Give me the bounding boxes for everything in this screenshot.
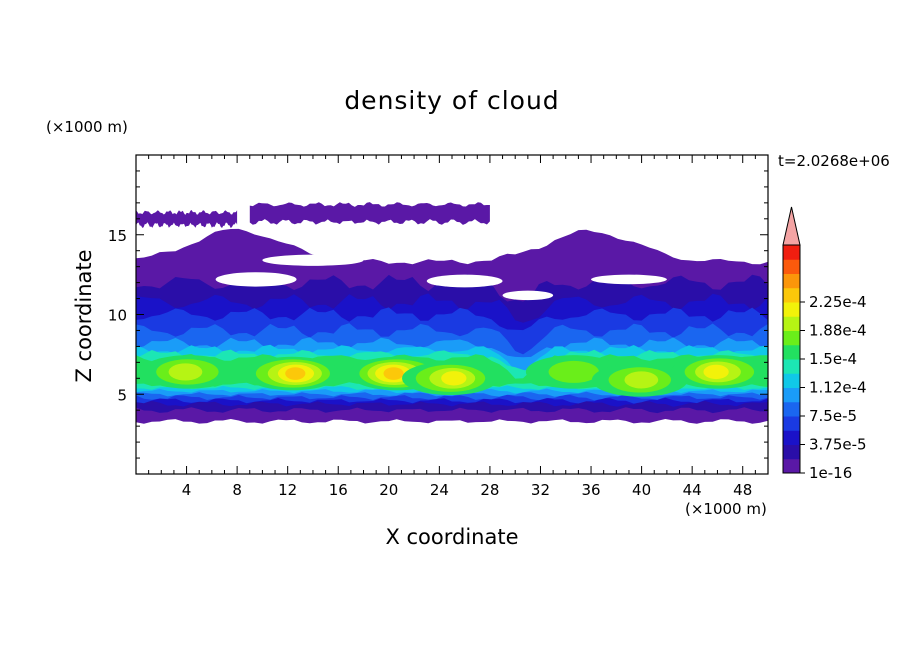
colorbar-segment <box>783 401 800 417</box>
colorbar-segment <box>783 259 800 274</box>
y-tick-label: 5 <box>117 386 127 404</box>
y-axis-label: Z coordinate <box>72 249 96 383</box>
colorbar-segment <box>783 316 800 331</box>
colorbar-label: 1e-16 <box>809 464 852 482</box>
clear-gap <box>591 274 667 285</box>
y-tick-label: 10 <box>108 307 127 325</box>
colorbar-segment <box>783 458 800 474</box>
colorbar-segment <box>783 302 800 317</box>
colorbar-segment <box>783 245 800 260</box>
density-core <box>548 360 599 383</box>
colorbar-overflow <box>782 206 801 246</box>
x-axis-label: X coordinate <box>385 525 519 549</box>
colorbar-label: 1.5e-4 <box>809 350 857 368</box>
x-tick-label: 4 <box>182 481 192 499</box>
colorbar-segment <box>783 444 800 460</box>
x-tick-label: 16 <box>329 481 348 499</box>
cloud-region <box>136 210 238 229</box>
chart-title: density of cloud <box>344 86 560 115</box>
x-tick-label: 32 <box>531 481 550 499</box>
colorbar-label: 1.88e-4 <box>809 322 867 340</box>
colorbar-label: 3.75e-5 <box>809 436 867 454</box>
colorbar-segment <box>783 344 800 360</box>
clear-gap <box>502 290 554 301</box>
density-core <box>624 371 659 389</box>
y-tick-label: 15 <box>108 227 127 245</box>
colorbar-segment <box>783 430 800 445</box>
x-tick-label: 24 <box>430 481 449 499</box>
density-core <box>383 367 404 380</box>
clear-gap <box>262 254 364 266</box>
clear-gap <box>215 272 297 287</box>
colorbar: 1e-16 3.75e-5 7.5e-5 1.12e-4 1.5e-4 1.88e-4 2.… <box>782 206 867 482</box>
density-core <box>168 363 203 381</box>
timestamp-label: t=2.0268e+06 <box>778 152 890 170</box>
x-tick-label: 28 <box>480 481 499 499</box>
x-tick-label: 12 <box>278 481 297 499</box>
x-axis-unit: (×1000 m) <box>685 500 767 518</box>
colorbar-segment <box>783 373 800 388</box>
density-field <box>136 202 768 424</box>
colorbar-label: 2.25e-4 <box>809 293 867 311</box>
x-tick-label: 40 <box>632 481 651 499</box>
x-tick-label: 8 <box>232 481 242 499</box>
colorbar-segment <box>783 287 800 303</box>
colorbar-segment <box>783 387 800 403</box>
x-tick-label: 36 <box>581 481 600 499</box>
colorbar-segment <box>783 273 800 289</box>
y-axis-unit: (×1000 m) <box>46 118 128 136</box>
colorbar-segment <box>783 416 800 431</box>
clear-gap <box>426 274 503 288</box>
x-tick-label: 20 <box>379 481 398 499</box>
x-tick-label: 48 <box>733 481 752 499</box>
density-core <box>441 371 467 386</box>
density-core <box>703 364 729 380</box>
colorbar-segment <box>783 330 800 346</box>
colorbar-label: 7.5e-5 <box>809 407 857 425</box>
x-tick-label: 44 <box>683 481 702 499</box>
density-core <box>285 367 306 380</box>
cloud-region <box>249 202 490 225</box>
colorbar-label: 1.12e-4 <box>809 379 867 397</box>
colorbar-segment <box>783 359 800 374</box>
